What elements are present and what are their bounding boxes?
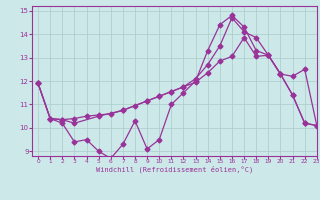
X-axis label: Windchill (Refroidissement éolien,°C): Windchill (Refroidissement éolien,°C) xyxy=(96,166,253,173)
